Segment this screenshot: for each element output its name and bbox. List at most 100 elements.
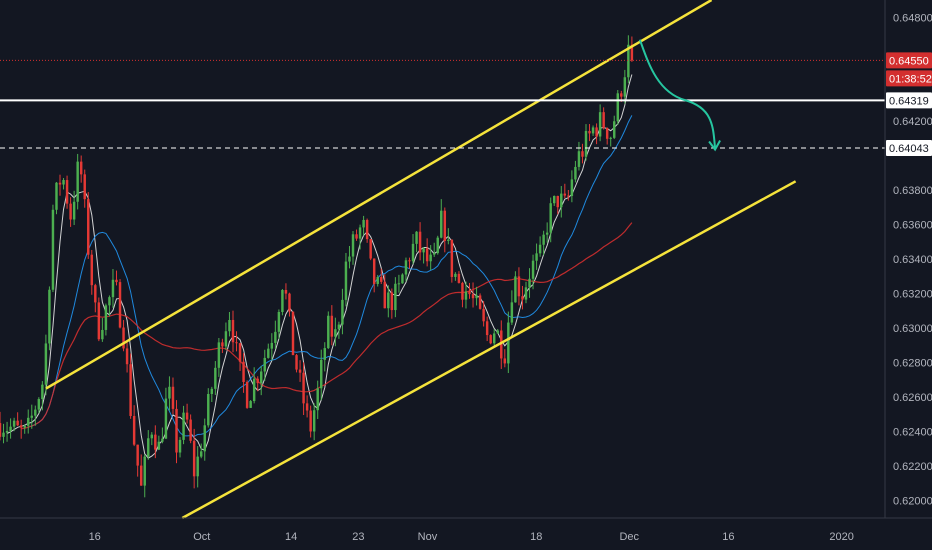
candle[interactable] — [528, 268, 531, 298]
candle[interactable] — [616, 90, 619, 125]
candle[interactable] — [252, 367, 256, 404]
candle[interactable] — [563, 183, 567, 199]
candle[interactable] — [588, 124, 591, 142]
candle[interactable] — [125, 342, 129, 373]
candle[interactable] — [443, 207, 447, 253]
candle[interactable] — [55, 182, 58, 215]
candle[interactable] — [595, 123, 598, 145]
candle[interactable] — [623, 69, 627, 104]
candle[interactable] — [429, 245, 432, 271]
candle[interactable] — [217, 338, 221, 377]
candle[interactable] — [344, 252, 348, 307]
candle[interactable] — [316, 380, 319, 420]
candle[interactable] — [425, 238, 429, 267]
candle[interactable] — [535, 243, 538, 270]
candle[interactable] — [341, 288, 344, 335]
price-levels[interactable] — [0, 59, 885, 149]
candles[interactable] — [0, 35, 634, 498]
candle[interactable] — [182, 405, 185, 445]
candle[interactable] — [189, 414, 192, 444]
candle[interactable] — [380, 268, 383, 284]
candle[interactable] — [447, 228, 450, 245]
candle[interactable] — [97, 297, 101, 342]
candle[interactable] — [397, 274, 401, 293]
candle[interactable] — [192, 428, 196, 489]
candle[interactable] — [277, 309, 281, 340]
candle[interactable] — [630, 36, 634, 62]
candle[interactable] — [609, 136, 612, 147]
candle[interactable] — [552, 195, 556, 207]
candle[interactable] — [482, 301, 485, 327]
candle[interactable] — [298, 360, 302, 382]
candle[interactable] — [383, 274, 387, 309]
candle[interactable] — [358, 224, 362, 250]
candle[interactable] — [496, 328, 499, 335]
candle[interactable] — [574, 160, 577, 183]
candle[interactable] — [72, 190, 76, 226]
candle[interactable] — [221, 338, 224, 353]
candle[interactable] — [605, 127, 609, 145]
candle[interactable] — [37, 397, 41, 414]
candle[interactable] — [245, 380, 249, 409]
candle[interactable] — [196, 446, 199, 488]
candle[interactable] — [267, 343, 270, 359]
forecast-arrow-line[interactable] — [638, 39, 717, 149]
candle[interactable] — [387, 285, 390, 318]
candle[interactable] — [87, 192, 90, 259]
candle[interactable] — [323, 342, 326, 372]
candle[interactable] — [549, 197, 552, 243]
candle[interactable] — [570, 170, 574, 203]
candle[interactable] — [27, 409, 30, 434]
candle[interactable] — [464, 281, 468, 309]
candle[interactable] — [581, 143, 584, 164]
candle[interactable] — [309, 405, 312, 438]
candle[interactable] — [5, 421, 9, 442]
candle[interactable] — [111, 269, 115, 308]
candle[interactable] — [19, 419, 23, 439]
candle[interactable] — [415, 231, 418, 253]
candle[interactable] — [485, 316, 489, 342]
candle[interactable] — [136, 444, 139, 477]
forecast-arrow[interactable] — [638, 39, 721, 152]
candle[interactable] — [161, 427, 164, 444]
candle[interactable] — [489, 334, 492, 345]
candle[interactable] — [235, 331, 238, 352]
candle[interactable] — [538, 236, 542, 257]
candle[interactable] — [598, 104, 602, 142]
candle[interactable] — [422, 247, 425, 264]
candle[interactable] — [115, 270, 118, 286]
candle[interactable] — [164, 387, 168, 440]
candle[interactable] — [76, 153, 79, 210]
candle[interactable] — [372, 258, 376, 293]
candle[interactable] — [584, 124, 588, 161]
channel-upper-line[interactable] — [45, 0, 713, 390]
candle[interactable] — [132, 405, 136, 447]
candle[interactable] — [517, 267, 521, 306]
channel-lower-line[interactable] — [181, 180, 797, 520]
candle[interactable] — [203, 418, 206, 461]
candle[interactable] — [199, 443, 203, 459]
candle[interactable] — [351, 231, 355, 265]
candle[interactable] — [154, 425, 157, 459]
candle[interactable] — [101, 317, 104, 342]
candle[interactable] — [0, 411, 2, 441]
candle[interactable] — [263, 349, 266, 381]
candle[interactable] — [627, 35, 630, 84]
candle[interactable] — [492, 329, 496, 346]
candle[interactable] — [249, 400, 252, 409]
candle[interactable] — [475, 286, 478, 306]
candle[interactable] — [178, 437, 182, 458]
candle[interactable] — [302, 362, 305, 415]
candle[interactable] — [231, 310, 235, 353]
candle[interactable] — [214, 361, 217, 395]
candle[interactable] — [418, 222, 422, 261]
candle[interactable] — [500, 320, 503, 369]
candle[interactable] — [507, 311, 510, 374]
trend-channel[interactable] — [45, 0, 797, 520]
candle[interactable] — [376, 274, 379, 287]
candle[interactable] — [104, 303, 108, 336]
candle[interactable] — [450, 239, 454, 283]
candle[interactable] — [478, 293, 482, 310]
candle[interactable] — [2, 423, 5, 444]
